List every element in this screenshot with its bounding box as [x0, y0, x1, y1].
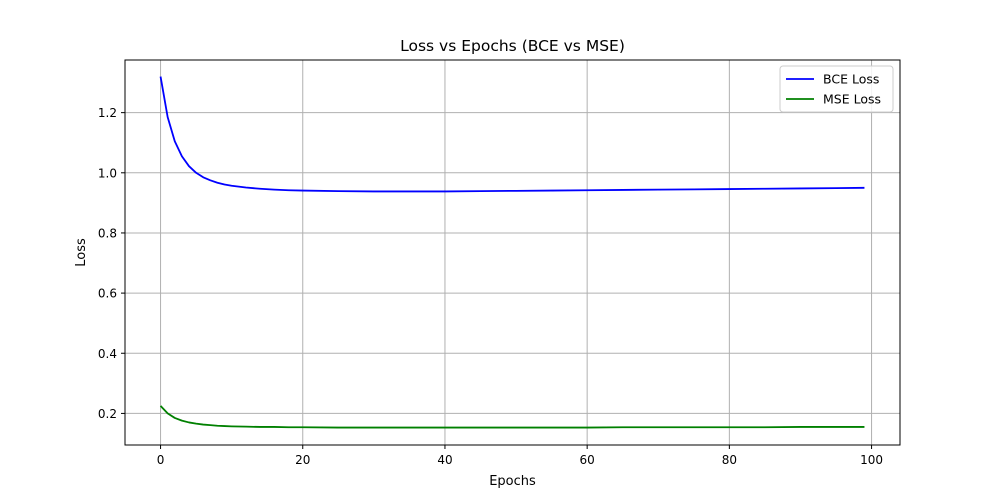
y-axis-label: Loss: [74, 238, 89, 267]
y-tick-label: 1.0: [98, 166, 117, 180]
x-axis-label: Epochs: [489, 474, 536, 489]
grid: [125, 60, 900, 445]
series-line: [159, 405, 865, 429]
y-tick-label: 0.4: [98, 347, 117, 361]
legend: BCE Loss MSE Loss: [779, 65, 894, 113]
y-tick-label: 0.2: [98, 407, 117, 421]
x-tick-label: 20: [295, 453, 310, 467]
series-lines: [159, 76, 865, 429]
x-tick-label: 60: [580, 453, 595, 467]
plot-area-frame: [124, 59, 901, 446]
series-line: [159, 76, 865, 193]
chart-title: Loss vs Epochs (BCE vs MSE): [400, 37, 625, 55]
x-tick-label: 100: [860, 453, 883, 467]
y-tick-label: 0.8: [98, 226, 117, 240]
legend-label: MSE Loss: [823, 92, 881, 107]
x-tick-label: 80: [722, 453, 737, 467]
legend-label: BCE Loss: [823, 72, 879, 87]
y-tick-label: 1.2: [98, 106, 117, 120]
x-tick-label: 0: [157, 453, 165, 467]
x-tick-label: 40: [437, 453, 452, 467]
legend-box: [779, 65, 894, 113]
axis-ticks: 0 20 40 60 80 100 0.2 0.4 0.6 0.8 1.0 1.2: [98, 106, 883, 467]
y-tick-label: 0.6: [98, 287, 117, 301]
